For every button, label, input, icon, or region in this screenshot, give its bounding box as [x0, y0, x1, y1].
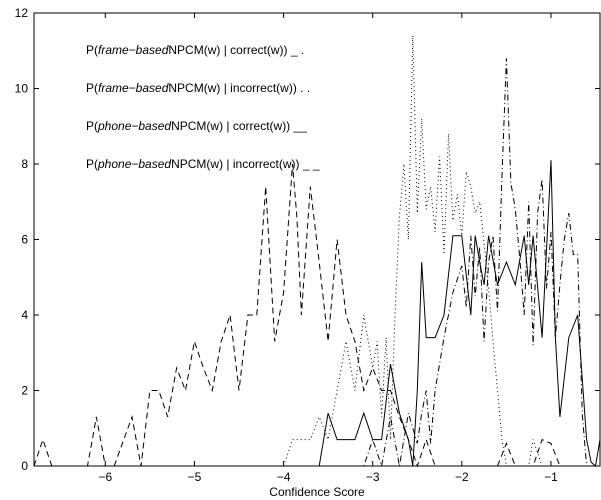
y-tick-label: 0 — [21, 459, 28, 473]
legend-entry: P(frame−basedNPCM(w) | incorrect(w)) . . — [86, 81, 310, 95]
y-tick-label: 10 — [15, 82, 29, 96]
x-tick-label: −2 — [455, 470, 469, 484]
y-tick-label: 8 — [21, 157, 28, 171]
y-tick-label: 4 — [21, 308, 28, 322]
series-line-solid — [318, 160, 601, 467]
y-tick-label: 2 — [21, 384, 28, 398]
legend-entry: P(frame−basedNPCM(w) | correct(w)) _ . — [86, 43, 304, 57]
x-tick-label: −6 — [98, 470, 112, 484]
legend-entry: P(phone−basedNPCM(w) | correct(w)) __ — [86, 119, 307, 133]
series-line-dashdot — [354, 58, 592, 467]
x-axis-label: Confidence Score — [269, 485, 365, 499]
tick-layer: −6 −5 −4 −3 −2 −1 0 2 4 6 8 10 12 — [15, 6, 600, 484]
series-line-dashed — [33, 163, 600, 468]
series-layer — [33, 35, 601, 468]
legend-entry: P(phone−basedNPCM(w) | incorrect(w)) _ _ — [86, 157, 320, 171]
y-tick-label: 6 — [21, 233, 28, 247]
series-line-dotted — [283, 35, 578, 467]
x-tick-label: −4 — [277, 470, 291, 484]
legend: P(frame−basedNPCM(w) | correct(w)) _ . P(… — [86, 43, 320, 171]
y-tick-label: 12 — [15, 6, 29, 20]
x-tick-label: −3 — [366, 470, 380, 484]
x-tick-label: −5 — [188, 470, 202, 484]
x-tick-label: −1 — [544, 470, 558, 484]
